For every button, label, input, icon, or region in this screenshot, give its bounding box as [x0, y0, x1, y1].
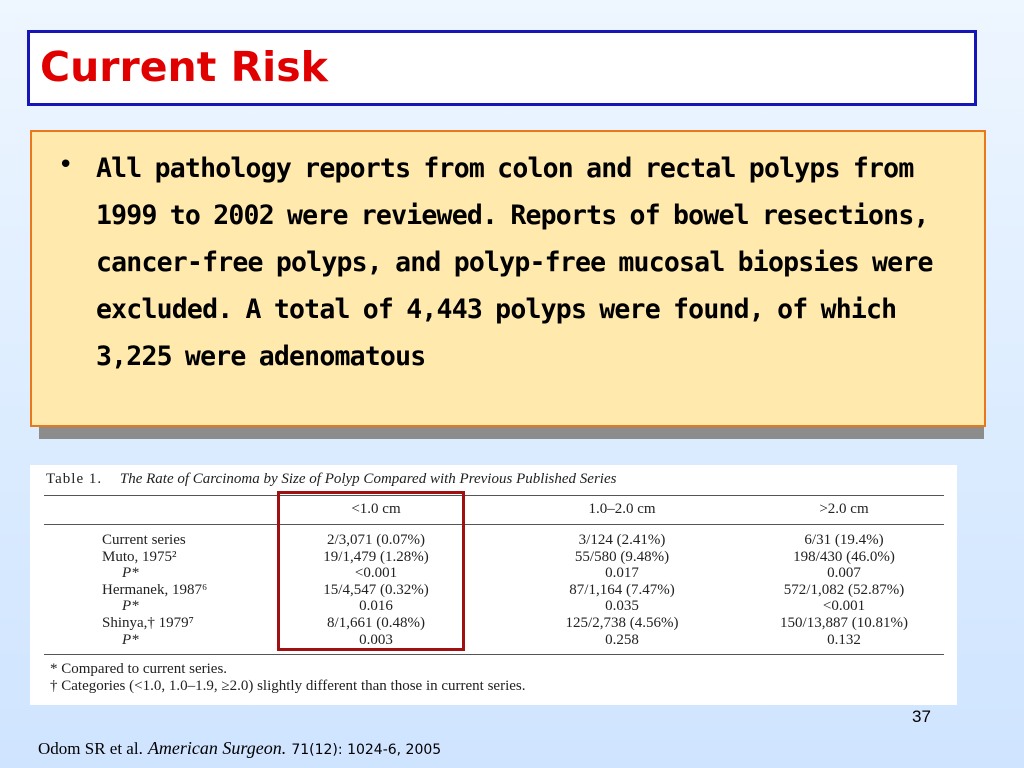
table-cell: 572/1,082 (52.87%)	[783, 581, 905, 598]
bullet-marker: •	[58, 150, 74, 180]
table-cell: 0.003	[359, 631, 393, 648]
citation-authors: Odom SR et al.	[38, 739, 143, 758]
table-title: Table 1. The Rate of Carcinoma by Size o…	[46, 471, 616, 488]
slide-title: Current Risk	[40, 43, 328, 91]
page-number: 37	[912, 707, 931, 726]
row-label: P*	[122, 598, 139, 615]
table-cell: 0.016	[359, 598, 393, 615]
table-cell: 55/580 (9.48%)	[574, 548, 670, 565]
table-label: Table 1.	[46, 471, 103, 487]
table-cell: 6/31 (19.4%)	[804, 532, 884, 548]
citation-journal: American Surgeon.	[147, 738, 287, 758]
table-cell: 0.007	[827, 565, 861, 582]
table-footnote: † Categories (<1.0, 1.0–1.9, ≥2.0) sligh…	[50, 678, 526, 694]
table-row: Shinya,† 1979⁷ 8/1,661 (0.48%) 125/2,738 (…	[30, 615, 957, 632]
table-cell: 87/1,164 (7.47%)	[569, 581, 675, 598]
table-row: Hermanek, 1987⁶ 15/4,547 (0.32%) 87/1,164 …	[30, 582, 957, 599]
table-cell: <0.001	[354, 565, 398, 582]
bullet-box: • All pathology reports from colon and r…	[30, 130, 986, 427]
table-cell: <0.001	[822, 598, 866, 615]
column-header-medium: 1.0–2.0 cm	[588, 501, 656, 517]
row-label: Shinya,† 1979⁷	[102, 615, 194, 631]
table-rule-bottom	[44, 654, 944, 655]
row-label: Muto, 1975²	[102, 548, 177, 565]
table-row: Current series 2/3,071 (0.07%) 3/124 (2.41…	[30, 532, 957, 549]
table-cell: 150/13,887 (10.81%)	[780, 615, 908, 631]
table-cell: 2/3,071 (0.07%)	[327, 532, 425, 548]
table-cell: 0.132	[827, 631, 861, 648]
table-footnote: * Compared to current series.	[50, 661, 228, 677]
table-row: P* 0.003 0.258 0.132	[30, 632, 957, 649]
table-cell: 198/430 (46.0%)	[793, 548, 895, 565]
row-label: P*	[122, 631, 139, 648]
table-rule-top	[44, 495, 944, 496]
table-row: Muto, 1975² 19/1,479 (1.28%) 55/580 (9.48%…	[30, 549, 957, 566]
table-caption: The Rate of Carcinoma by Size of Polyp C…	[119, 471, 617, 487]
citation-volume: 71(12): 1024-6, 2005	[291, 742, 442, 758]
table-row: P* 0.016 0.035 <0.001	[30, 598, 957, 615]
table-cell: 15/4,547 (0.32%)	[323, 581, 429, 598]
citation: Odom SR et al. American Surgeon. 71(12):…	[38, 738, 441, 759]
bullet-text: All pathology reports from colon and rec…	[96, 153, 933, 372]
table-cell: 125/2,738 (4.56%)	[565, 615, 679, 631]
row-label: Hermanek, 1987⁶	[102, 581, 208, 598]
row-label: P*	[122, 565, 139, 582]
row-label: Current series	[102, 532, 186, 548]
table-cell: 3/124 (2.41%)	[578, 532, 666, 548]
column-highlight-box	[277, 491, 465, 651]
column-header-large: >2.0 cm	[819, 501, 869, 517]
table-rule-header	[44, 524, 944, 525]
table-cell: 0.258	[605, 631, 639, 648]
table-cell: 0.017	[605, 565, 639, 582]
title-box: Current Risk	[27, 30, 977, 106]
table-panel: Table 1. The Rate of Carcinoma by Size o…	[30, 465, 957, 705]
table-row: P* <0.001 0.017 0.007	[30, 565, 957, 582]
table-cell: 8/1,661 (0.48%)	[327, 615, 425, 631]
table-cell: 19/1,479 (1.28%)	[323, 548, 429, 565]
column-header-small: <1.0 cm	[351, 501, 401, 517]
table-cell: 0.035	[605, 598, 639, 615]
